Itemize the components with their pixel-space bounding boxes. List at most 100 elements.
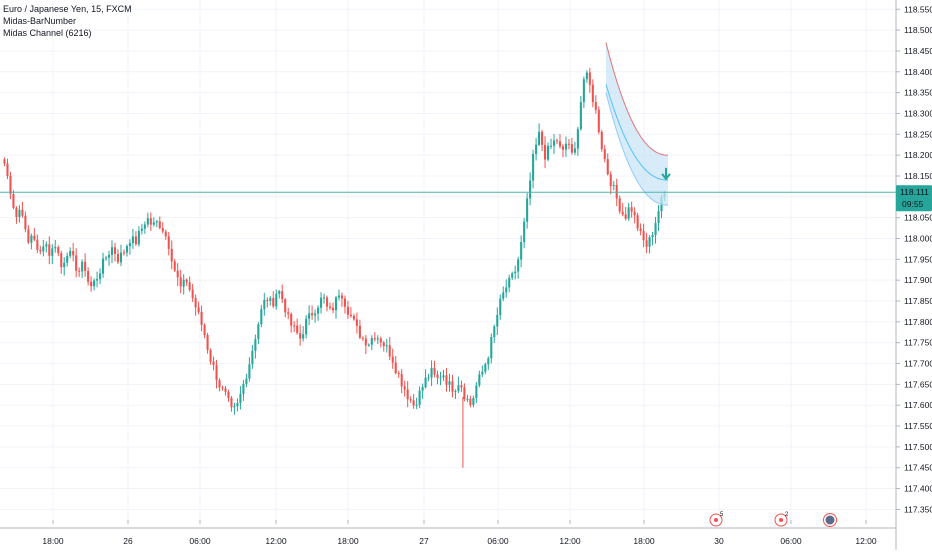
candle-body xyxy=(555,140,559,142)
candle-body xyxy=(361,337,364,339)
candle-body xyxy=(612,184,615,186)
candle-body xyxy=(403,386,406,390)
candle-body xyxy=(517,259,520,272)
candle-body xyxy=(358,325,361,338)
candle-body xyxy=(194,298,197,308)
candle-body xyxy=(657,211,660,223)
price-tick-label: 118.550 xyxy=(904,4,932,14)
candle-body xyxy=(200,311,203,325)
candle-body xyxy=(278,291,281,294)
event-marker[interactable]: 2 xyxy=(774,512,789,527)
candle-body xyxy=(337,295,341,298)
candle-body xyxy=(191,289,194,299)
candle-body xyxy=(472,398,475,405)
last-price-badge[interactable] xyxy=(896,185,932,212)
candle-body xyxy=(558,141,562,147)
candle-body xyxy=(421,387,424,391)
price-tick-label: 117.550 xyxy=(904,421,932,431)
candle-body xyxy=(60,253,63,268)
candle-body xyxy=(514,271,517,274)
candle-body xyxy=(176,270,179,278)
avatar-center xyxy=(825,515,835,525)
candle-body xyxy=(305,318,308,335)
candle-body xyxy=(137,230,140,245)
candle-body xyxy=(275,293,278,307)
candle-body xyxy=(588,72,591,85)
candle-body xyxy=(544,144,547,160)
candle-body xyxy=(90,281,93,287)
candle-body xyxy=(454,390,457,392)
candle-body xyxy=(36,239,39,250)
candle-body xyxy=(134,236,137,245)
candle-body xyxy=(233,406,236,408)
candle-body xyxy=(320,297,323,308)
midas-channel-lower xyxy=(605,92,669,206)
candle-body xyxy=(385,345,388,347)
candle-body xyxy=(627,207,630,219)
candle-body xyxy=(251,350,254,365)
candle-body xyxy=(564,143,567,150)
time-tick-label: 18:00 xyxy=(337,536,359,546)
candle-body xyxy=(448,381,451,385)
candle-body xyxy=(645,240,648,247)
candle-body xyxy=(236,403,239,407)
candle-body xyxy=(182,279,185,287)
candle-body xyxy=(499,298,502,316)
candle-body xyxy=(639,228,642,231)
candle-body xyxy=(290,313,293,326)
indicator-midas-barnumber[interactable]: Midas-BarNumber xyxy=(3,16,77,26)
candle-body xyxy=(535,144,538,154)
price-tick-label: 117.450 xyxy=(904,463,932,473)
candle-body xyxy=(66,255,69,263)
candle-body xyxy=(376,338,379,340)
candle-body xyxy=(573,148,576,153)
candle-body xyxy=(481,371,484,375)
event-marker[interactable]: 5 xyxy=(709,512,724,527)
time-tick-label: 06:00 xyxy=(189,536,211,546)
candle-body xyxy=(287,312,290,314)
candle-body xyxy=(382,342,385,347)
target-center xyxy=(779,518,783,522)
candle-body xyxy=(424,377,427,388)
candle-body xyxy=(146,218,149,225)
candle-body xyxy=(299,332,302,339)
candle-body xyxy=(179,277,182,287)
candle-body xyxy=(104,257,108,259)
candle-body xyxy=(364,338,367,346)
candle-body xyxy=(636,215,639,229)
candle-body xyxy=(621,211,624,215)
candle-body xyxy=(269,298,272,301)
candle-body xyxy=(57,247,60,254)
price-tick-label: 117.800 xyxy=(904,317,932,327)
candle-body xyxy=(122,252,125,254)
candle-body xyxy=(140,228,143,231)
price-tick-label: 118.400 xyxy=(904,67,932,77)
price-tick-label: 118.450 xyxy=(904,46,932,56)
symbol-title[interactable]: Euro / Japanese Yen, 15, FXCM xyxy=(3,4,132,14)
price-tick-label: 117.700 xyxy=(904,359,932,369)
candle-body xyxy=(618,198,621,212)
time-tick-label: 06:00 xyxy=(780,536,802,546)
user-marker[interactable] xyxy=(823,513,837,527)
candle-body xyxy=(185,279,188,283)
signal-arrow-icon xyxy=(661,167,671,181)
candle-body xyxy=(203,324,206,336)
candle-body xyxy=(24,215,27,230)
candle-body xyxy=(585,72,588,80)
candle-body xyxy=(505,287,508,293)
candle-body xyxy=(591,84,594,103)
candle-body xyxy=(227,391,230,399)
price-tick-label: 117.600 xyxy=(904,400,932,410)
candle-body xyxy=(388,345,391,357)
indicator-midas-channel[interactable]: Midas Channel (6216) xyxy=(3,28,92,38)
candle-body xyxy=(284,299,287,313)
candle-body xyxy=(173,261,176,271)
chart-legend: Euro / Japanese Yen, 15, FXCM Midas-BarN… xyxy=(3,3,132,39)
candle-body xyxy=(352,315,355,320)
candle-body xyxy=(42,246,45,252)
candle-body xyxy=(242,383,245,395)
candle-body xyxy=(263,299,266,310)
candle-body xyxy=(442,375,445,378)
